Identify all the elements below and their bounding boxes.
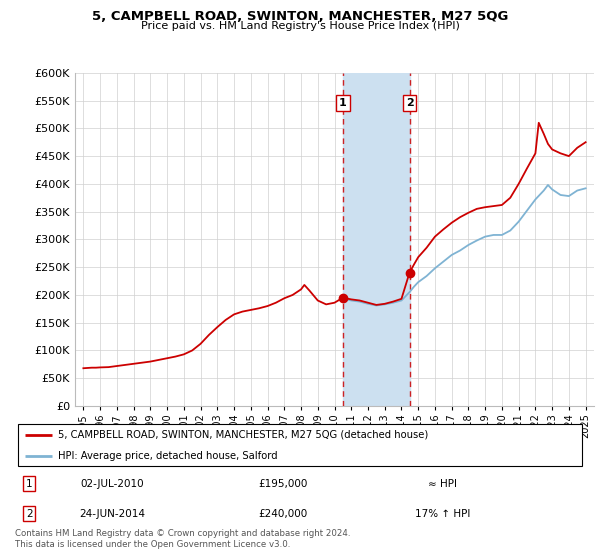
Text: Price paid vs. HM Land Registry's House Price Index (HPI): Price paid vs. HM Land Registry's House …: [140, 21, 460, 31]
Text: 5, CAMPBELL ROAD, SWINTON, MANCHESTER, M27 5QG: 5, CAMPBELL ROAD, SWINTON, MANCHESTER, M…: [92, 10, 508, 23]
Text: 1: 1: [339, 98, 347, 108]
Text: 2: 2: [26, 508, 32, 519]
Text: HPI: Average price, detached house, Salford: HPI: Average price, detached house, Salf…: [58, 451, 277, 461]
Text: 5, CAMPBELL ROAD, SWINTON, MANCHESTER, M27 5QG (detached house): 5, CAMPBELL ROAD, SWINTON, MANCHESTER, M…: [58, 430, 428, 440]
Text: 17% ↑ HPI: 17% ↑ HPI: [415, 508, 470, 519]
Text: 24-JUN-2014: 24-JUN-2014: [79, 508, 145, 519]
Text: 02-JUL-2010: 02-JUL-2010: [80, 479, 144, 489]
Bar: [343, 73, 410, 406]
Text: £240,000: £240,000: [258, 508, 308, 519]
Text: 2: 2: [406, 98, 413, 108]
Text: 1: 1: [26, 479, 32, 489]
FancyBboxPatch shape: [18, 423, 582, 466]
Text: £195,000: £195,000: [258, 479, 308, 489]
Text: ≈ HPI: ≈ HPI: [428, 479, 457, 489]
Text: Contains HM Land Registry data © Crown copyright and database right 2024.
This d: Contains HM Land Registry data © Crown c…: [15, 529, 350, 549]
